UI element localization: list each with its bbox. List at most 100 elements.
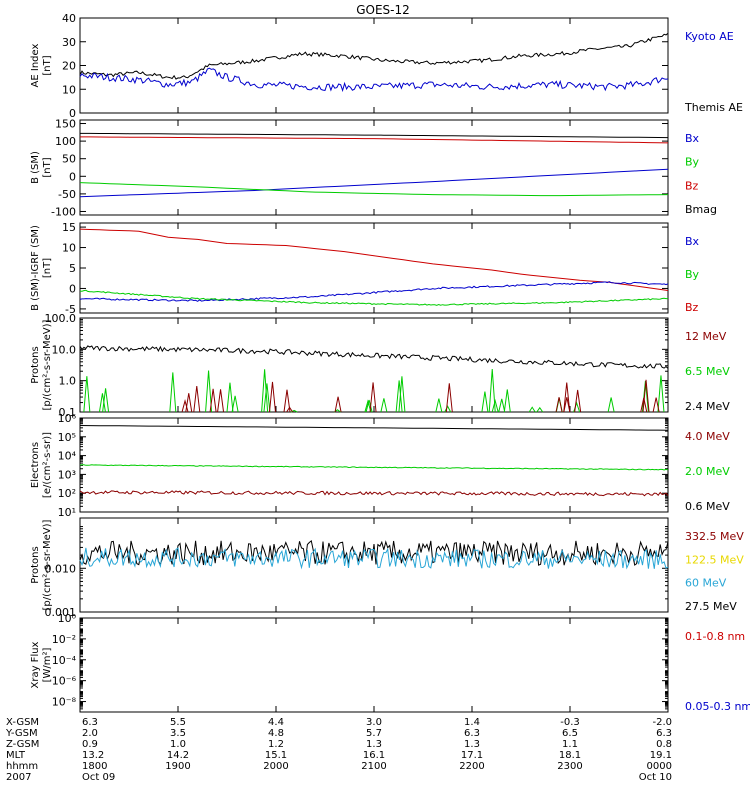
- legend-0-05-0-3-nm: 0.05-0.3 nm: [685, 700, 750, 713]
- series-6-5-mev: [398, 376, 406, 413]
- series-by: [79, 182, 669, 197]
- ephemeris-row-label: Z-GSM: [6, 739, 39, 750]
- y-tick-label: 20: [62, 60, 76, 73]
- legend-bx: Bx: [685, 235, 700, 248]
- panel-ae: [79, 17, 669, 114]
- series-6-5-mev: [169, 372, 177, 413]
- ephemeris-row-label: hhmm: [6, 761, 38, 772]
- panel-frame: [79, 617, 669, 713]
- legend-2-4-mev: 2.4 MeV: [685, 400, 730, 413]
- y-axis-label: [W/m²]: [42, 647, 53, 682]
- series-6-5-mev: [444, 405, 452, 413]
- legend-bmag: Bmag: [685, 203, 717, 216]
- ephemeris-value: 0.9: [82, 739, 98, 750]
- legend-12-mev: 12 MeV: [685, 330, 727, 343]
- series-27-5-mev: [79, 540, 669, 566]
- y-axis-label: [p/(cm²-s-sr-MeV)]: [42, 519, 53, 610]
- plot-title: GOES-12: [356, 3, 410, 17]
- series-themis-ae: [79, 32, 669, 80]
- series-bx: [79, 168, 669, 198]
- panel-frame: [79, 222, 669, 314]
- y-tick-label: -100: [51, 205, 76, 218]
- series-2-0-mev: [79, 464, 669, 471]
- ephemeris-value: -2.0: [652, 717, 672, 728]
- panel-protons_high: [79, 517, 669, 613]
- ephemeris-row-label: Y-GSM: [5, 728, 38, 739]
- series-12-mev: [574, 389, 582, 413]
- legend-themis-ae: Themis AE: [684, 101, 743, 114]
- panel-protons_low: [79, 317, 669, 413]
- ephemeris-value: -0.3: [560, 717, 580, 728]
- ephemeris-value: 1.2: [268, 739, 284, 750]
- ephemeris-value: 4.8: [268, 728, 284, 739]
- y-axis-label: [nT]: [42, 55, 53, 75]
- y-tick-label: 150: [55, 118, 76, 131]
- legend-bx: Bx: [685, 132, 700, 145]
- ephemeris-value: 1.3: [464, 739, 480, 750]
- y-axis-label: Protons: [30, 546, 41, 583]
- y-tick-label: -50: [58, 188, 76, 201]
- y-tick-label: 50: [62, 153, 76, 166]
- ephemeris-value: 16.1: [363, 750, 385, 761]
- ephemeris-value: 14.2: [167, 750, 189, 761]
- y-axis-label: [nT]: [42, 258, 53, 278]
- legend-60-mev: 60 MeV: [685, 577, 727, 590]
- ephemeris-value: 2300: [557, 761, 582, 772]
- series-12-mev: [217, 389, 225, 413]
- y-tick-label: 100: [55, 135, 76, 148]
- ephemeris-value: 6.3: [656, 728, 672, 739]
- series-6-5-mev: [657, 375, 665, 413]
- y-tick-label: 10: [62, 242, 76, 255]
- series-6-5-mev: [83, 376, 91, 413]
- ephemeris-row-label: MLT: [6, 750, 26, 761]
- ephemeris-value: 2000: [263, 761, 288, 772]
- ephemeris-value: 5.7: [366, 728, 382, 739]
- y-axis-label: Protons: [30, 346, 41, 383]
- ephemeris-value: 6.5: [562, 728, 578, 739]
- ephemeris-value: 1.1: [562, 739, 578, 750]
- panel-frame: [79, 517, 669, 613]
- ephemeris-value: 18.1: [559, 750, 581, 761]
- series-by: [79, 289, 668, 306]
- legend-122-5-mev: 122.5 MeV: [685, 553, 744, 566]
- series-12-mev: [640, 397, 648, 413]
- y-tick-label: 1.0: [59, 375, 77, 388]
- series-6-5-mev: [488, 369, 496, 413]
- ephemeris-value: 3.0: [366, 717, 382, 728]
- legend-bz: Bz: [685, 179, 699, 192]
- series-6-5-mev: [491, 398, 499, 413]
- ephemeris-value: 1.3: [366, 739, 382, 750]
- y-tick-label: 10: [62, 83, 76, 96]
- ephemeris-value: 0.8: [656, 739, 672, 750]
- series-kyoto-ae: [79, 67, 669, 93]
- ephemeris-row-label: 2007: [6, 772, 31, 783]
- series-12-mev: [268, 381, 276, 413]
- series-2-4-mev: [79, 345, 669, 369]
- legend-2-0-mev: 2.0 MeV: [685, 465, 730, 478]
- y-tick-label: 10⁻⁶: [52, 675, 77, 688]
- ephemeris-value: Oct 10: [639, 772, 672, 783]
- ephemeris-value: 1900: [165, 761, 190, 772]
- y-tick-label: 30: [62, 36, 76, 49]
- series-12-mev: [283, 389, 291, 413]
- series-6-5-mev: [380, 398, 388, 413]
- y-tick-label: 10⁻⁸: [52, 696, 77, 709]
- ephemeris-value: 17.1: [461, 750, 483, 761]
- series-6-5-mev: [98, 393, 106, 413]
- y-tick-label: -5: [65, 303, 76, 316]
- ephemeris-value: 5.5: [170, 717, 186, 728]
- legend-by: By: [685, 268, 700, 281]
- series-12-mev: [563, 382, 571, 413]
- y-axis-label: [p/(cm²-s-sr-MeV)]: [42, 319, 53, 410]
- series-60-mev: [79, 547, 669, 570]
- panel-bdiff: [79, 222, 669, 314]
- y-tick-label: 10⁵: [58, 431, 76, 444]
- legend-0-1-0-8-nm: 0.1-0.8 nm: [685, 630, 745, 643]
- series-bx: [79, 281, 669, 302]
- ephemeris-value: 2200: [459, 761, 484, 772]
- ephemeris-value: 1.4: [464, 717, 480, 728]
- series-6-5-mev: [435, 398, 443, 413]
- y-tick-label: 10⁻⁴: [52, 654, 77, 667]
- y-tick-label: 100.0: [45, 312, 77, 325]
- legend-kyoto-ae: Kyoto AE: [685, 30, 734, 43]
